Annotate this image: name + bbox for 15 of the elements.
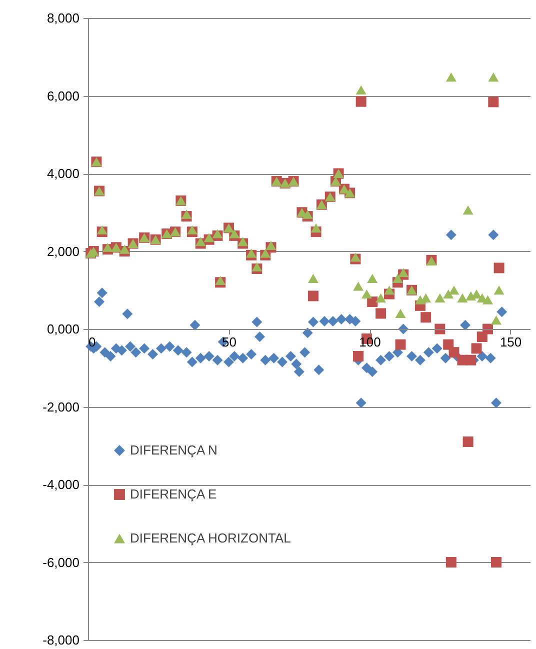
y-tick-label: -8,000	[42, 632, 80, 648]
y-tick-label: -4,000	[42, 477, 80, 492]
y-tick-label: 0,000	[46, 322, 80, 336]
x-tick-label: 150	[500, 334, 522, 350]
y-tick-label: 8,000	[46, 10, 80, 26]
legend-label: DIFERENÇA N	[130, 442, 218, 458]
x-tick-label: 0	[88, 334, 96, 350]
x-tick-label: 100	[359, 334, 381, 350]
y-tick-label: 6,000	[46, 88, 80, 104]
y-tick-label: 4,000	[46, 166, 80, 181]
y-tick-label: -6,000	[42, 554, 80, 570]
legend-label: DIFERENÇA HORIZONTAL	[130, 530, 291, 546]
y-tick-label: 2,000	[46, 244, 80, 259]
y-tick-label: -2,000	[42, 399, 80, 414]
legend-label: DIFERENÇA E	[130, 486, 218, 502]
